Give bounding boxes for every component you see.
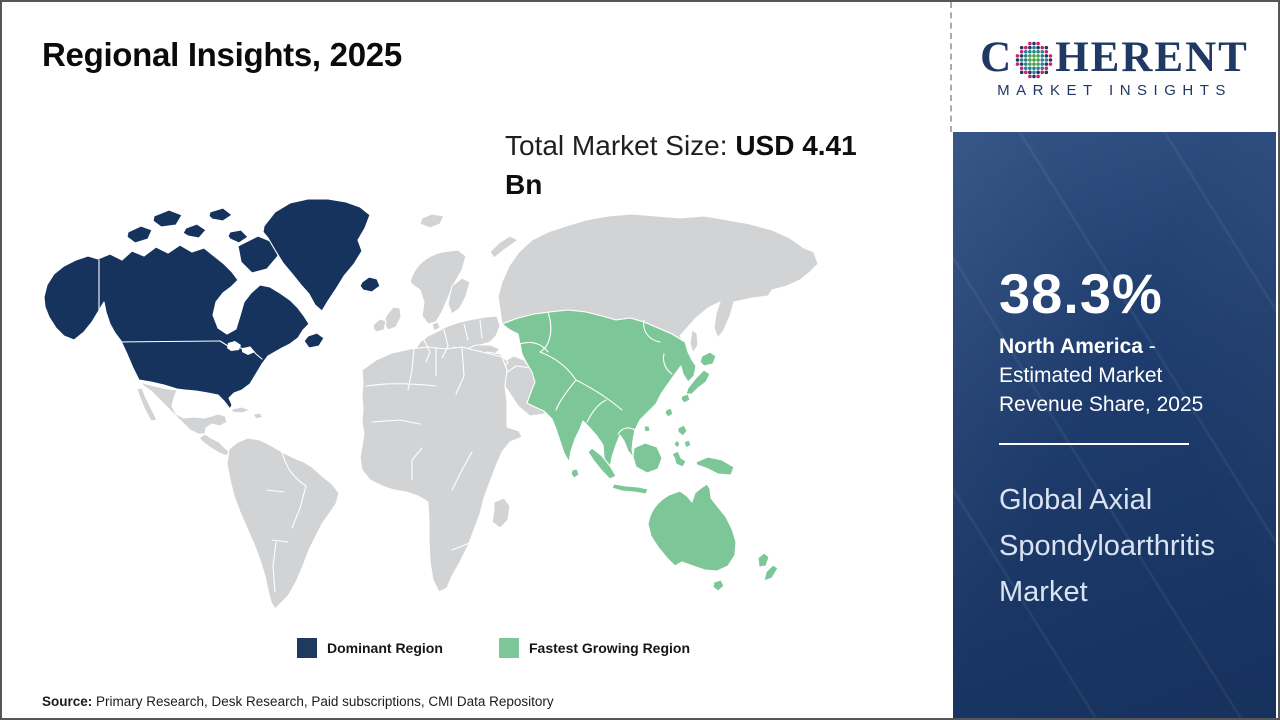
map-region-north-america — [43, 198, 381, 410]
legend-item-dominant: Dominant Region — [297, 638, 443, 658]
market-share-rest: - Estimated Market Revenue Share, 2025 — [999, 335, 1204, 416]
legend-swatch-growing — [499, 638, 519, 658]
legend-label-dominant: Dominant Region — [327, 640, 443, 656]
logo-word-end: HERENT — [1055, 33, 1249, 81]
total-market-size-value: USD 4.41 Bn — [505, 130, 857, 200]
logo-globe-icon — [1015, 41, 1053, 79]
total-market-size-label: Total Market Size: — [505, 130, 736, 161]
panel-divider — [999, 443, 1189, 445]
source-line: Source: Primary Research, Desk Research,… — [42, 694, 554, 709]
legend-swatch-dominant — [297, 638, 317, 658]
source-text: Primary Research, Desk Research, Paid su… — [92, 694, 554, 709]
map-great-lakes — [227, 341, 255, 355]
legend-label-growing: Fastest Growing Region — [529, 640, 691, 656]
market-share-value: 38.3% — [999, 262, 1163, 325]
source-label: Source: — [42, 694, 93, 709]
logo-word-start: C — [980, 33, 1014, 81]
right-panel-content: 38.3% North America - Estimated Market R… — [953, 132, 1276, 615]
logo-divider — [950, 2, 952, 132]
page-title: Regional Insights, 2025 — [42, 36, 402, 73]
legend-item-growing: Fastest Growing Region — [499, 638, 690, 658]
map-borders — [98, 259, 673, 593]
map-region-asia-pacific — [501, 309, 779, 592]
market-name: Global Axial Spondyloarthritis Market — [999, 484, 1215, 608]
company-logo: C HERENT MARKET INSIGHTS — [953, 2, 1276, 132]
logo-wordmark: C HERENT — [980, 36, 1249, 79]
map-regions-other — [136, 213, 819, 610]
right-panel: 38.3% North America - Estimated Market R… — [953, 132, 1276, 718]
market-share-caption: North America - Estimated Market Revenue… — [999, 332, 1251, 419]
world-map — [43, 198, 819, 610]
market-share-region: North America — [999, 335, 1143, 358]
logo-subtitle: MARKET INSIGHTS — [997, 81, 1232, 99]
total-market-size: Total Market Size: USD 4.41 Bn — [505, 126, 897, 204]
